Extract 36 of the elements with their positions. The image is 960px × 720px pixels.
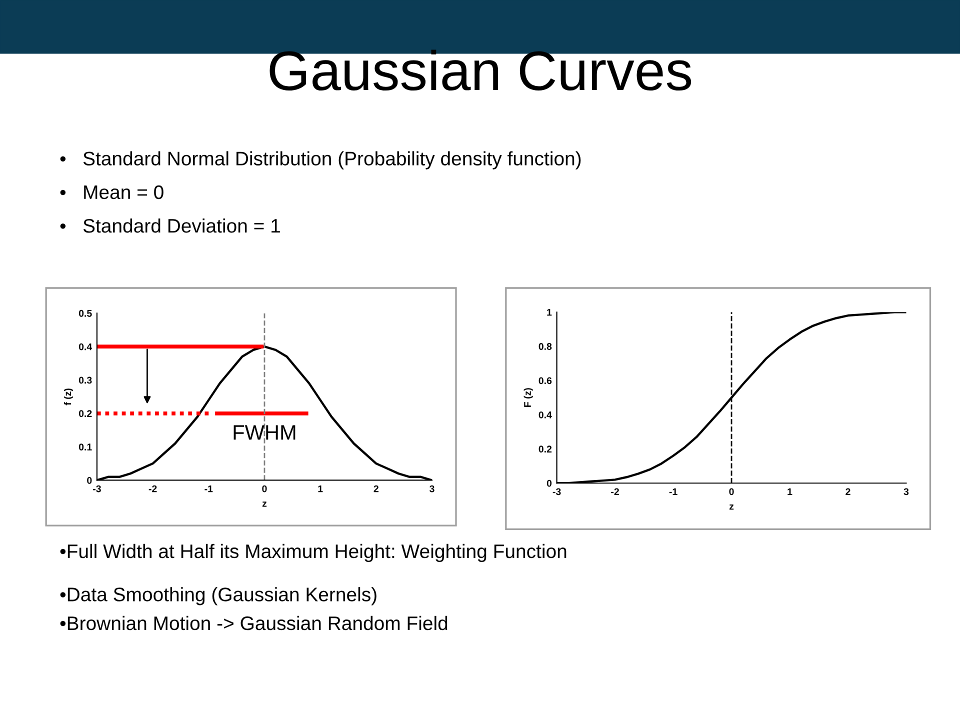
x-tick-label: 1 — [788, 488, 792, 496]
y-tick-label: 0.2 — [78, 410, 92, 418]
y-tick-label: 0.2 — [538, 446, 552, 453]
x-tick-label: 3 — [904, 488, 909, 496]
text: •Full Width at Half its Maximum Height: Weighting Function — [60, 544, 566, 562]
y-axis-title: F (z) — [524, 388, 533, 407]
x-tick-label: 3 — [430, 485, 434, 492]
text: •Data Smoothing (Gaussian Kernels) — [60, 587, 376, 606]
text: •Brownian Motion -> Gaussian Random Field — [60, 616, 448, 630]
y-tick-label: 0 — [87, 476, 92, 484]
x-tick-label: -3 — [93, 485, 101, 492]
x-tick-label: -3 — [552, 488, 561, 496]
y-tick-label: 0.3 — [78, 376, 92, 384]
y-tick-label: 1 — [547, 308, 552, 316]
y-axis-title: f (z) — [64, 388, 74, 406]
x-tick-label: -2 — [148, 485, 157, 492]
x-tick-label: 2 — [374, 485, 378, 492]
chart-title: Gaussian Curves — [270, 50, 692, 91]
y-tick-label: 0.8 — [538, 343, 552, 350]
x-tick-label: -1 — [669, 488, 678, 496]
x-tick-label: 0 — [262, 485, 267, 492]
y-tick-label: 0.5 — [78, 310, 92, 317]
x-tick-label: 0 — [729, 488, 734, 496]
x-axis-title: z — [262, 502, 267, 507]
y-tick-label: 0.4 — [78, 343, 92, 350]
y-tick-label: 0.4 — [538, 411, 552, 418]
x-tick-label: 1 — [318, 485, 323, 492]
x-tick-label: -2 — [611, 488, 619, 496]
x-tick-label: -1 — [204, 485, 213, 492]
chart-subtitle: • Standard Normal Distribution (Probability density function) • Mean = 0 • Standard Deviation = 1 — [60, 151, 581, 233]
x-axis-title: z — [729, 504, 734, 510]
y-tick-label: 0.6 — [538, 377, 552, 384]
x-tick-label: 2 — [846, 488, 850, 496]
y-tick-label: 0.1 — [78, 444, 92, 450]
y-tick-label: 0 — [546, 480, 552, 487]
annotation: FWHM — [234, 425, 296, 440]
